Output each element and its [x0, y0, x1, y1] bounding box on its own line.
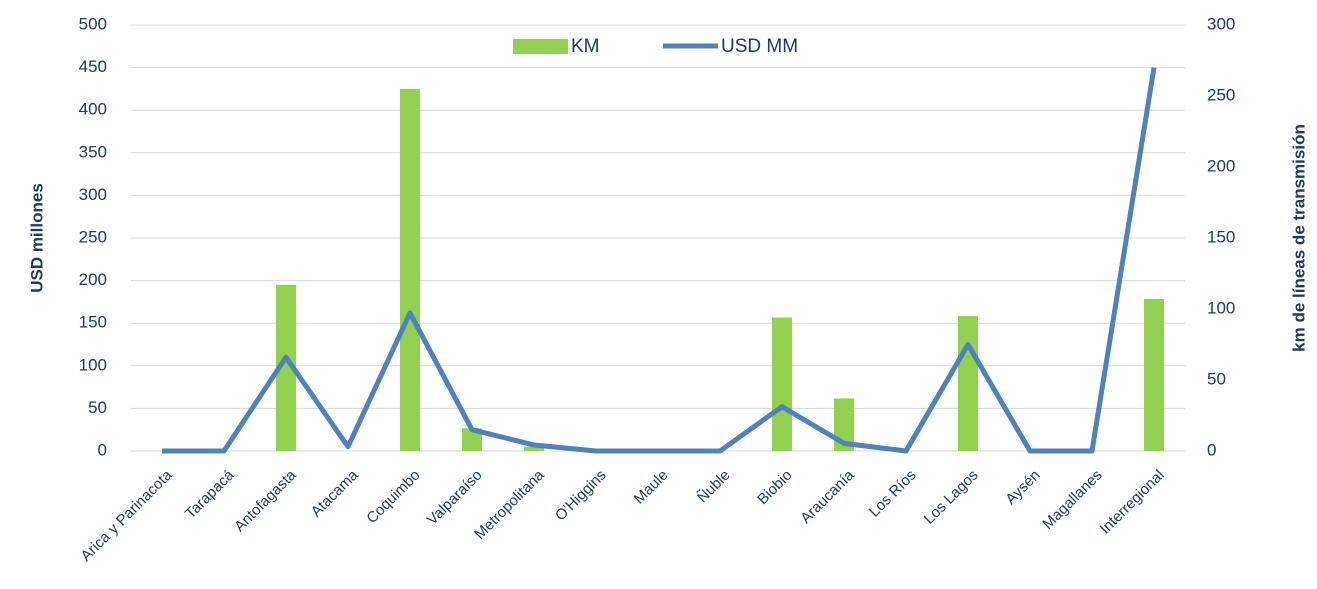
x-tick-label: Los Ríos	[866, 467, 920, 521]
bar	[400, 88, 420, 452]
x-tick-label: Interregional	[1097, 467, 1168, 538]
legend-label: USD MM	[721, 36, 798, 57]
y2-tick-label: 200	[1207, 156, 1235, 175]
y-tick-label: 500	[79, 14, 107, 33]
x-tick-label: Atacama	[308, 466, 362, 520]
y2-tick-label: 100	[1207, 298, 1235, 317]
x-tick-label: Los Lagos	[921, 467, 982, 528]
y-tick-label: 50	[88, 398, 107, 417]
y-tick-label: 100	[79, 355, 107, 374]
bar	[1144, 299, 1164, 451]
y-tick-label: 450	[79, 57, 107, 76]
y-tick-label: 350	[79, 142, 107, 161]
x-tick-label: Biobio	[754, 467, 796, 509]
y2-tick-label: 300	[1207, 14, 1235, 33]
bar	[524, 446, 544, 451]
bar	[958, 316, 978, 451]
x-tick-label: Valparaíso	[424, 467, 486, 529]
bar	[772, 317, 792, 451]
bar	[462, 428, 482, 451]
x-tick-label: Araucanía	[797, 466, 858, 527]
x-tick-label: Arica y Parinacota	[78, 466, 177, 565]
x-tick-label: Magallanes	[1039, 467, 1105, 533]
line	[162, 67, 1157, 454]
y-tick-label: 300	[79, 185, 107, 204]
y2-tick-label: 150	[1207, 227, 1235, 246]
y2-tick-label: 50	[1207, 369, 1226, 388]
y2-tick-label: 250	[1207, 85, 1235, 104]
legend-swatch	[513, 39, 568, 54]
x-tick-label: Ñuble	[694, 467, 734, 507]
legend-item: USD MM	[663, 36, 798, 57]
x-tick-label: Coquimbo	[363, 467, 423, 527]
legend-item: KM	[513, 36, 600, 57]
x-tick-label: Antofagasta	[231, 466, 300, 535]
x-tick-label: Tarapacá	[182, 466, 238, 522]
legend-label: KM	[571, 36, 600, 57]
y2-axis-title: km de líneas de transmisión	[1289, 124, 1308, 352]
y-tick-label: 0	[98, 440, 107, 459]
y-tick-label: 200	[79, 270, 107, 289]
x-tick-label: Maule	[631, 467, 672, 508]
y-tick-label: 250	[79, 227, 107, 246]
y-axis-title: USD millones	[27, 183, 46, 293]
x-tick-label: Aysén	[1002, 467, 1043, 508]
y-tick-label: 150	[79, 313, 107, 332]
y-tick-label: 400	[79, 100, 107, 119]
x-tick-label: O'Higgins	[552, 467, 610, 525]
bar	[276, 284, 296, 451]
y2-tick-label: 0	[1207, 440, 1216, 459]
